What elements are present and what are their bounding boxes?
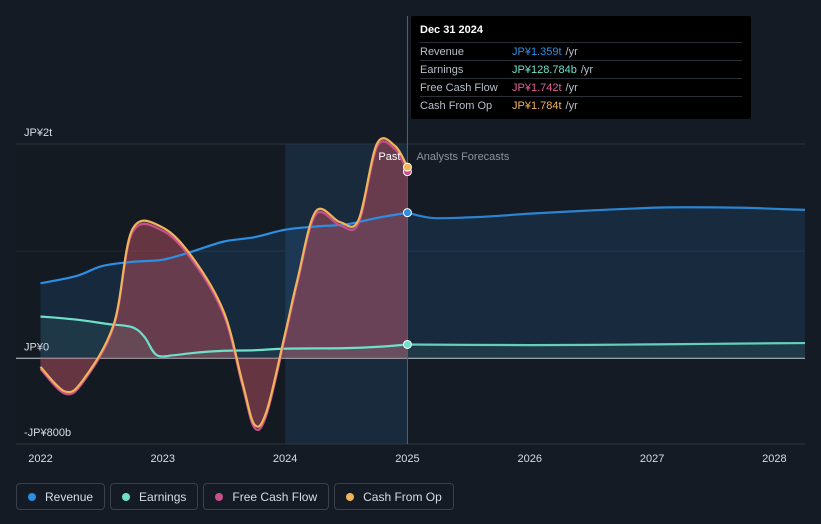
y-tick-label: -JP¥800b	[24, 427, 71, 439]
revenue-forecast-line	[407, 206, 806, 220]
tooltip-unit: /yr	[565, 99, 578, 112]
legend-item-cash-from-op[interactable]: Cash From Op	[334, 483, 454, 510]
revenue-area	[40, 207, 806, 359]
earnings-past-line	[40, 315, 408, 358]
cash-from-op-dot-icon	[346, 492, 355, 501]
forecast-label: Analysts Forecasts	[416, 151, 509, 163]
hover-markers	[402, 162, 412, 349]
earnings-area	[40, 316, 806, 359]
x-tick-label: 2023	[151, 453, 175, 465]
legend-label: Revenue	[45, 489, 94, 504]
tooltip-value: JP¥1.742t	[512, 81, 562, 94]
series-areas	[40, 138, 806, 430]
tooltip-row-revenue: Revenue JP¥1.359t /yr	[420, 42, 742, 60]
x-tick-label: 2022	[28, 453, 52, 465]
tooltip-label: Revenue	[420, 45, 465, 58]
past-label: Past	[378, 151, 400, 163]
y-axis-labels: JP¥2t JP¥0 -JP¥800b	[24, 127, 71, 439]
tooltip-unit: /yr	[580, 63, 594, 76]
cash-from-op-marker	[402, 162, 412, 172]
y-tick-label: JP¥2t	[24, 127, 52, 139]
legend-label: Cash From Op	[363, 489, 442, 504]
tooltip-value: JP¥1.359t	[512, 45, 562, 58]
grid-lines	[16, 143, 805, 445]
cash-from-op-area	[40, 138, 408, 427]
tooltip-unit: /yr	[565, 81, 578, 94]
tooltip-label: Free Cash Flow	[420, 81, 498, 94]
chart-area: Past Analysts Forecasts JP¥2t JP¥0 -JP¥800…	[16, 16, 806, 465]
tooltip-date: Dec 31 2024	[420, 24, 483, 36]
past-shade	[16, 144, 286, 444]
earnings-forecast-line	[407, 341, 806, 347]
tooltip-value: JP¥128.784b	[512, 63, 577, 76]
revenue-dot-icon	[28, 492, 36, 501]
tooltip-value: JP¥1.784t	[512, 99, 562, 112]
x-tick-label: 2027	[640, 453, 664, 465]
series-lines	[39, 137, 806, 431]
tooltip-row-free-cash-flow: Free Cash Flow JP¥1.742t /yr	[420, 78, 742, 96]
x-tick-label: 2026	[518, 453, 542, 465]
earnings-dot-icon	[122, 492, 131, 501]
legend-label: Free Cash Flow	[232, 489, 318, 504]
x-tick-label: 2025	[395, 453, 419, 465]
legend: Revenue Earnings Free Cash Flow Cash Fro…	[16, 483, 454, 510]
free-cash-flow-dot-icon	[215, 492, 224, 501]
x-axis-labels: 2022 2023 2024 2025 2026 2027 2028	[28, 453, 786, 465]
tooltip-label: Cash From Op	[420, 99, 493, 112]
tooltip-label: Earnings	[420, 63, 464, 76]
x-tick-label: 2028	[762, 453, 786, 465]
free-cash-flow-area	[40, 141, 408, 430]
cash-from-op-past-line	[39, 137, 409, 428]
tooltip-row-earnings: Earnings JP¥128.784b /yr	[420, 60, 742, 78]
legend-item-revenue[interactable]: Revenue	[16, 483, 106, 510]
legend-label: Earnings	[139, 489, 187, 504]
tooltip: Dec 31 2024 Revenue JP¥1.359t /yr Earnin…	[411, 16, 751, 119]
highlight-region	[285, 144, 408, 444]
legend-item-earnings[interactable]: Earnings	[110, 483, 199, 510]
revenue-marker	[402, 208, 412, 218]
earnings-marker	[402, 339, 412, 349]
tooltip-row-cash-from-op: Cash From Op JP¥1.784t /yr	[420, 96, 742, 114]
y-tick-label: JP¥0	[24, 341, 49, 353]
legend-item-free-cash-flow[interactable]: Free Cash Flow	[203, 483, 330, 510]
tooltip-unit: /yr	[565, 45, 578, 58]
x-tick-label: 2024	[273, 453, 297, 465]
